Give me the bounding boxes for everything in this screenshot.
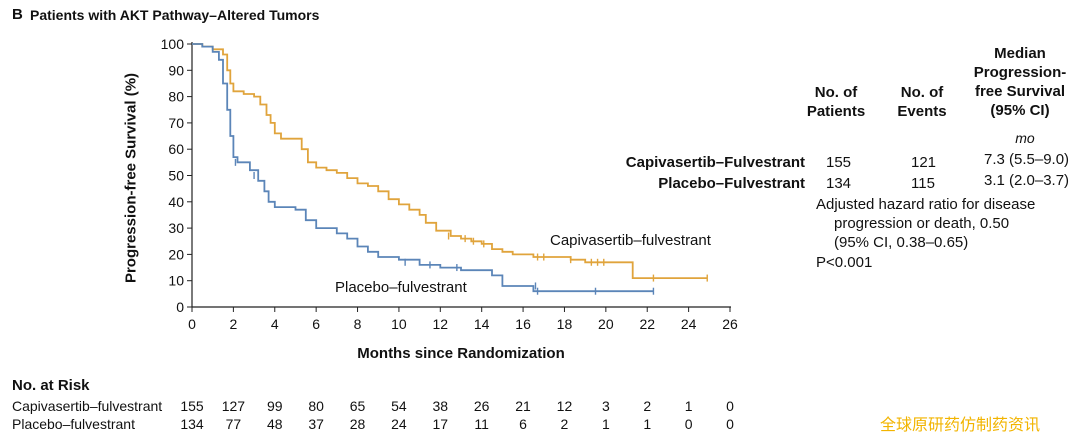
x-tick-label: 24 [681,316,697,332]
y-tick-label: 70 [168,115,184,131]
panel-letter: B [12,6,23,23]
risk-cell: 0 [684,416,693,432]
y-tick-label: 80 [168,89,184,105]
x-tick-label: 22 [639,316,655,332]
y-axis-title: Progression-free Survival (%) [122,72,140,284]
risk-cell: 21 [515,398,531,414]
risk-cell: 65 [349,398,366,414]
risk-cell: 37 [308,416,324,432]
risk-cell: 2 [643,398,652,414]
risk-cell: 2 [560,416,569,432]
y-tick-label: 60 [168,141,184,157]
x-tick-label: 20 [598,316,614,332]
y-tick-label: 30 [168,220,184,236]
series-label-capivasertib: Capivasertib–fulvestrant [550,232,711,249]
header-events: No. of Events [897,84,947,120]
y-tick-label: 90 [168,62,184,78]
risk-cell: 38 [432,398,449,414]
p-value: P<0.001 [816,254,873,271]
risk-cell: 155 [180,398,204,414]
risk-cell: 24 [391,416,407,432]
x-tick-label: 16 [515,316,531,332]
hazard-line-2: progression or death, 0.50 [834,215,1010,232]
risk-table-title: No. at Risk [12,377,90,394]
y-tick-label: 0 [176,299,184,315]
series-label-placebo: Placebo–fulvestrant [335,279,467,296]
x-tick-label: 14 [474,316,490,332]
header-patients: No. of Patients [806,84,866,120]
risk-cell: 3 [601,398,610,414]
risk-cell: 48 [266,416,283,432]
x-tick-label: 6 [312,316,320,332]
x-tick-label: 2 [229,316,237,332]
risk-cell: 17 [432,416,449,432]
x-axis-title: Months since Randomization [357,345,565,362]
risk-cell: 6 [519,416,527,432]
x-tick-label: 12 [433,316,449,332]
y-tick-label: 10 [168,273,184,289]
series-line-1 [192,43,654,293]
row-patients-placebo: 134 [826,175,852,192]
risk-cell: 1 [643,416,652,432]
risk-cell: 0 [726,398,734,414]
risk-cell: 77 [225,416,242,432]
risk-cell: 80 [308,398,324,414]
risk-cell: 0 [726,416,734,432]
risk-cell: 1 [684,398,693,414]
risk-cell: 26 [473,398,490,414]
x-tick-label: 4 [271,316,279,332]
series-layer [192,43,708,295]
row-group-capivasertib: Capivasertib–Fulvestrant [625,154,805,171]
x-tick-label: 10 [391,316,407,332]
header-median: Median Progression- free Survival (95% C… [973,45,1067,119]
risk-cell: 12 [556,398,573,414]
risk-row-label: Placebo–fulvestrant [12,416,135,432]
panel-title: Patients with AKT Pathway–Altered Tumors [30,7,320,23]
y-tick-label: 100 [161,36,185,52]
y-tick-label: 20 [168,246,184,262]
x-tick-label: 8 [354,316,362,332]
row-events-capivasertib: 121 [911,154,937,171]
hazard-line-1: Adjusted hazard ratio for disease [816,196,1036,213]
row-median-placebo: 3.1 (2.0–3.7) [984,172,1070,189]
risk-cell: 54 [391,398,407,414]
y-tick-label: 40 [168,194,184,210]
median-unit: mo [1015,130,1035,146]
risk-cell: 11 [474,416,489,432]
watermark-text: 全球原研药仿制药资讯 [880,417,1041,434]
risk-cell: 1 [601,416,610,432]
x-tick-label: 18 [557,316,573,332]
row-median-capivasertib: 7.3 (5.5–9.0) [984,151,1070,168]
risk-cell: 134 [180,416,204,432]
risk-cell: 127 [221,398,246,414]
x-tick-label: 26 [722,316,738,332]
hazard-line-3: (95% CI, 0.38–0.65) [834,234,969,251]
risk-cell: 28 [349,416,366,432]
x-tick-label: 0 [188,316,196,332]
risk-cell: 99 [266,398,283,414]
y-tick-label: 50 [168,168,184,184]
row-patients-capivasertib: 155 [826,154,852,171]
series-line-0 [192,43,708,279]
risk-row-label: Capivasertib–fulvestrant [12,398,163,414]
row-events-placebo: 115 [911,175,935,192]
row-group-placebo: Placebo–Fulvestrant [658,175,805,192]
